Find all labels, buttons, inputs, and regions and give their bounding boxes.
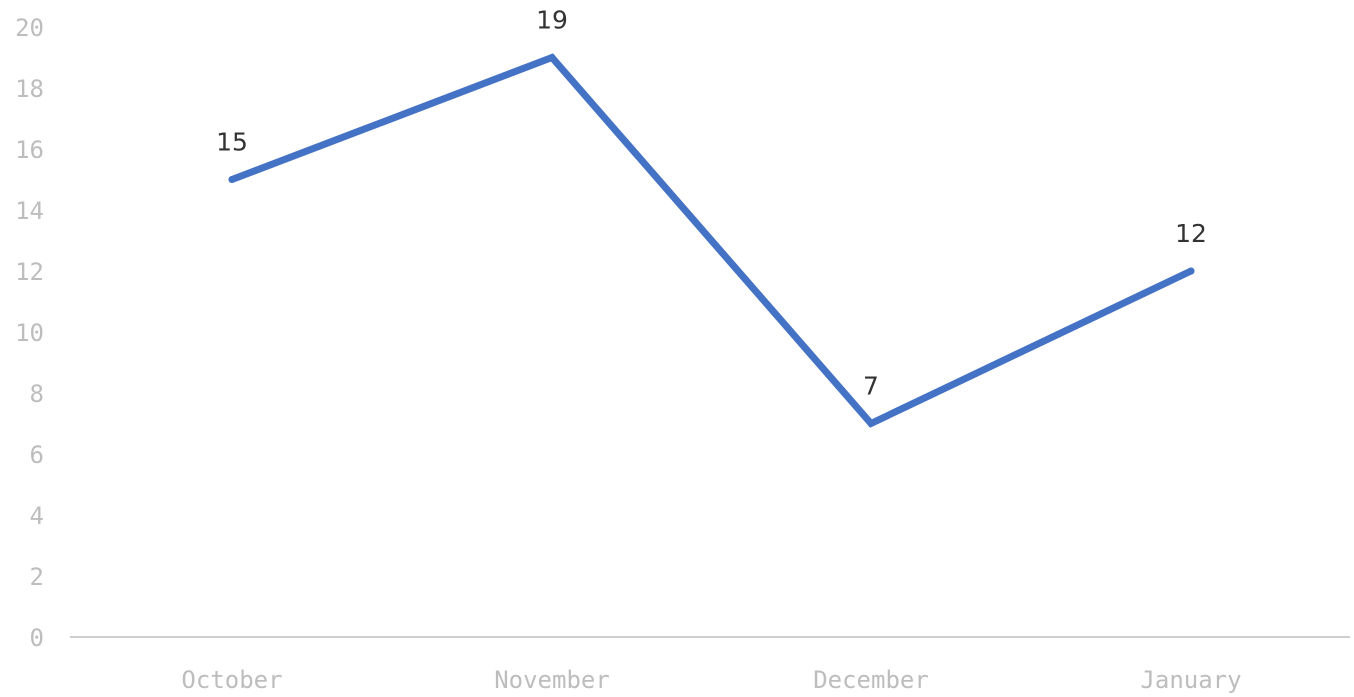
y-axis-labels: 0 2 4 6 8 10 12 14 16 18 20: [15, 14, 44, 652]
data-labels: 15 19 7 12: [216, 6, 1207, 401]
data-point: [1188, 268, 1195, 275]
y-tick-label: 10: [15, 319, 44, 347]
x-tick-label: January: [1140, 666, 1241, 694]
data-point: [549, 54, 556, 61]
data-label: 19: [536, 6, 568, 35]
y-tick-label: 16: [15, 136, 44, 164]
y-tick-label: 14: [15, 197, 44, 225]
data-label: 15: [216, 128, 248, 157]
data-label: 7: [863, 372, 879, 401]
y-tick-label: 18: [15, 75, 44, 103]
y-tick-label: 8: [30, 380, 44, 408]
series-group: [229, 54, 1195, 427]
y-tick-label: 4: [30, 502, 44, 530]
x-tick-label: December: [813, 666, 929, 694]
data-label: 12: [1175, 219, 1207, 248]
y-tick-label: 0: [30, 624, 44, 652]
y-tick-label: 6: [30, 441, 44, 469]
series-line: [232, 58, 1191, 424]
x-tick-label: November: [494, 666, 610, 694]
y-tick-label: 2: [30, 563, 44, 591]
x-axis-labels: October November December January: [181, 666, 1241, 694]
y-tick-label: 20: [15, 14, 44, 42]
y-tick-label: 12: [15, 258, 44, 286]
data-point: [868, 420, 875, 427]
x-tick-label: October: [181, 666, 282, 694]
data-point: [229, 176, 236, 183]
